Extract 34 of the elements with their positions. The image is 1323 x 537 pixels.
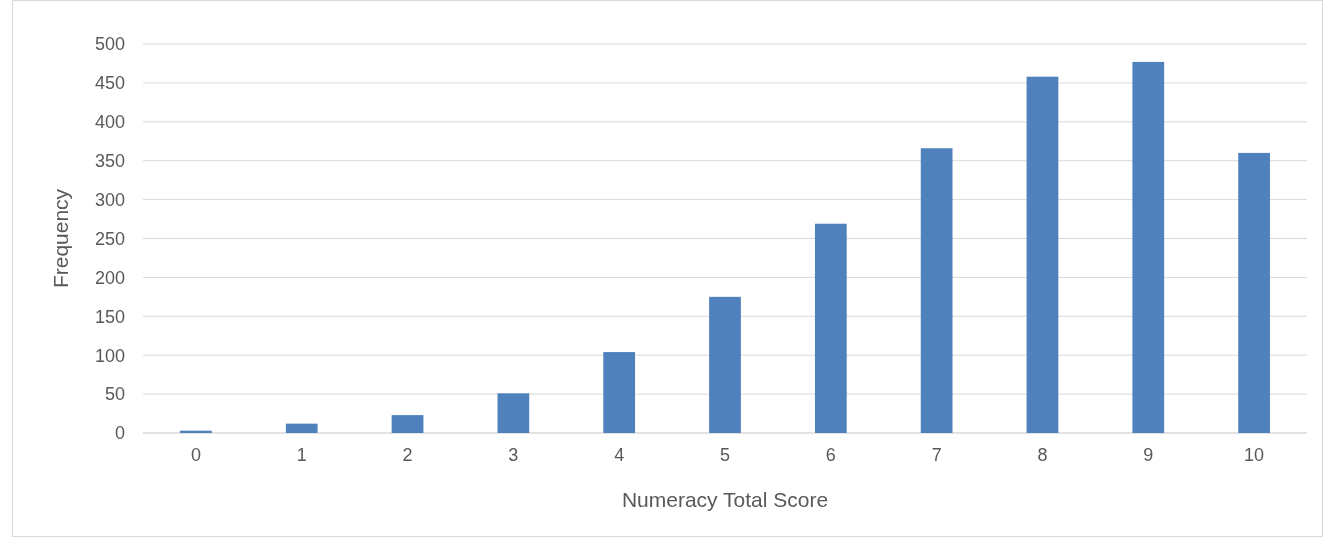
bar <box>1238 152 1270 433</box>
y-tick-label: 350 <box>94 151 125 171</box>
x-tick-label: 8 <box>1037 445 1048 465</box>
bar <box>497 393 530 433</box>
x-tick-label: 4 <box>614 445 625 465</box>
y-tick-label: 0 <box>114 423 125 444</box>
y-tick-label: 450 <box>94 73 125 94</box>
y-axis-title: Frequency <box>49 188 72 289</box>
x-tick-label: 1 <box>296 445 307 465</box>
x-tick-label: 7 <box>931 445 942 465</box>
x-axis-title: Numeracy Total Score <box>621 488 829 511</box>
y-tick-label: 200 <box>94 267 125 288</box>
y-tick-label: 100 <box>94 345 125 366</box>
x-tick-label: 6 <box>825 445 836 465</box>
y-tick-label: 300 <box>94 189 125 210</box>
bar <box>709 296 741 433</box>
y-tick-label: 500 <box>94 34 125 55</box>
x-tick-label: 10 <box>1244 445 1265 465</box>
x-tick-label: 2 <box>402 445 413 465</box>
y-tick-label: 250 <box>94 228 125 249</box>
bar <box>603 352 636 433</box>
x-tick-label: 0 <box>190 445 201 465</box>
bar <box>1132 61 1165 433</box>
bar <box>285 423 318 433</box>
x-tick-label: 5 <box>719 445 731 465</box>
y-tick-label: 50 <box>104 384 125 405</box>
bar <box>814 223 847 433</box>
y-tick-label: 400 <box>94 112 125 133</box>
bar <box>1026 76 1059 433</box>
bar <box>920 148 953 433</box>
x-tick-label: 9 <box>1143 445 1154 465</box>
bar <box>391 415 424 433</box>
y-tick-label: 150 <box>94 306 125 327</box>
x-tick-label: 3 <box>508 445 519 465</box>
